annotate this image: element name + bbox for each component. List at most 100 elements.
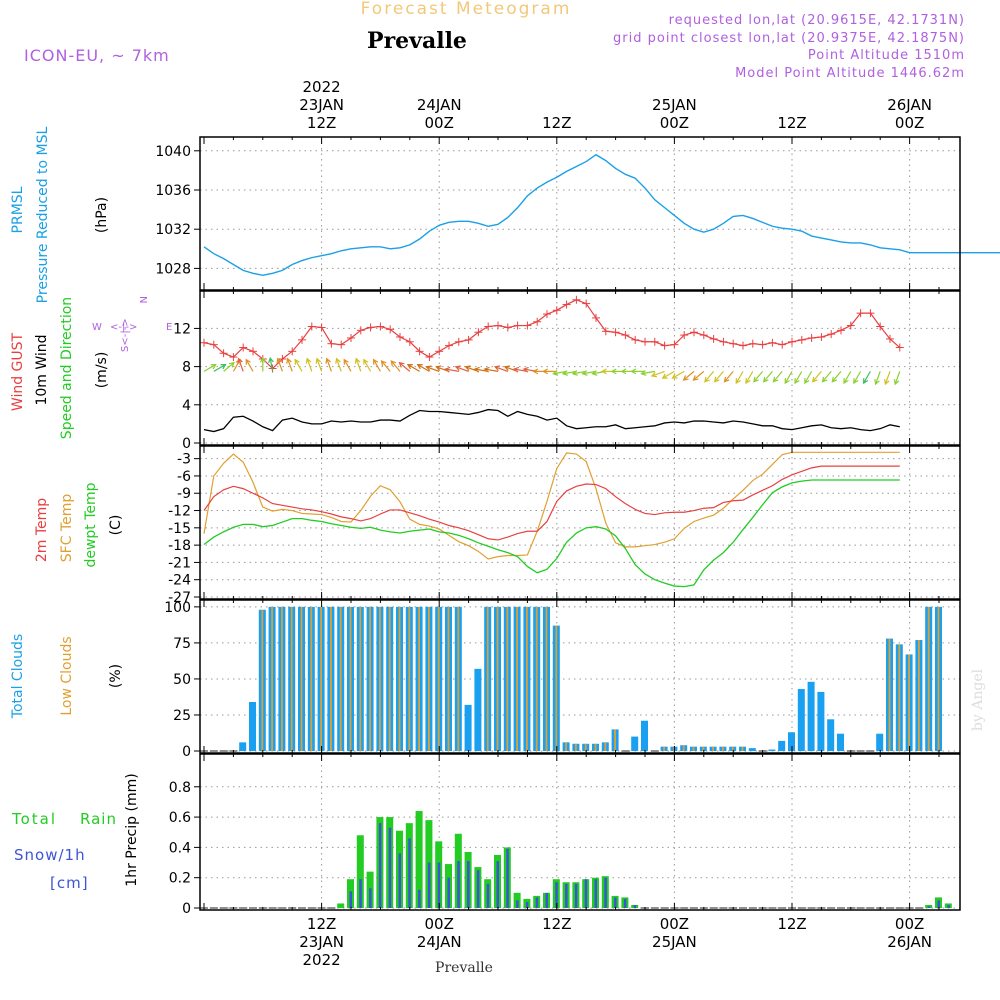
ytick-label-precip: 0	[182, 901, 191, 917]
gust-marker	[680, 331, 689, 340]
bar-total-clouds	[748, 748, 756, 751]
wind-arrow	[223, 361, 235, 372]
wind-arrow	[406, 364, 420, 372]
wind-arrow-head	[532, 368, 539, 375]
wind-arrow	[811, 371, 822, 383]
wind-arrow	[343, 358, 352, 372]
wind-arrow-head	[493, 365, 501, 371]
gust-marker	[288, 347, 297, 356]
wind-arrow-head	[343, 358, 349, 365]
ytick-label-temperature: -18	[168, 538, 191, 554]
gust-marker	[278, 354, 287, 363]
wind-arrow	[363, 358, 372, 372]
wind-arrow	[843, 371, 852, 385]
wind-arrow-shaft	[269, 357, 274, 372]
wind-arrow-shaft	[484, 368, 499, 372]
point-altitude: Point Altitude 1510m	[808, 48, 965, 63]
gust-marker	[454, 337, 463, 346]
gust-marker	[817, 333, 826, 342]
wind-arrow	[444, 366, 459, 373]
wind-arrow-head	[245, 358, 251, 365]
wind-arrow-shaft	[773, 371, 783, 383]
wind-arrow-head	[416, 364, 423, 370]
wind-arrow	[745, 371, 754, 385]
gust-marker	[807, 333, 816, 342]
wind-arrow-shaft	[553, 370, 567, 375]
wind-arrow	[640, 370, 655, 376]
ytick-label-pressure: 1036	[155, 183, 191, 199]
gust-marker	[464, 335, 473, 344]
gust-marker	[523, 321, 532, 330]
wind-arrow-head	[620, 368, 627, 375]
wind-arrow	[416, 364, 430, 372]
wind-arrow-head	[464, 365, 471, 371]
bar-snow	[535, 897, 539, 908]
bar-snow	[398, 853, 401, 908]
panel-frame-precip	[199, 753, 961, 911]
wind-arrow-shaft	[306, 358, 313, 372]
wind-arrow-shaft	[426, 366, 440, 372]
wind-arrow-head	[335, 357, 341, 364]
bar-total-clouds	[876, 733, 884, 751]
wind-arrow	[268, 356, 274, 372]
gust-marker	[376, 322, 385, 331]
wind-arrow-shaft	[336, 358, 342, 372]
gust-marker	[846, 321, 855, 330]
gust-marker	[670, 340, 679, 349]
wind-arrow-shaft	[693, 370, 705, 381]
wind-arrow-head	[315, 357, 322, 364]
bar-snow	[545, 892, 548, 908]
gust-marker	[778, 340, 787, 349]
bar-low-clouds	[526, 606, 528, 751]
series-dewpt-line	[203, 479, 900, 588]
gust-marker	[621, 331, 630, 340]
ytick-label-clouds: 100	[164, 600, 191, 616]
bar-snow	[418, 889, 421, 908]
wind-arrow	[373, 358, 381, 372]
label-speed-direction: Speed and Direction	[59, 297, 75, 439]
gust-marker	[415, 347, 424, 356]
requested-coords: requested lon,lat (20.9615E, 42.1731N)	[669, 13, 965, 28]
gust-marker	[474, 328, 483, 337]
bottom-axis-label: 12Z	[542, 915, 571, 933]
wind-arrow	[713, 371, 724, 383]
gust-marker	[405, 337, 414, 346]
bar-low-clouds	[898, 644, 901, 751]
bar-low-clouds	[320, 606, 322, 751]
wind-arrow-shaft	[494, 366, 509, 372]
gust-marker	[827, 330, 836, 339]
wind-arrow-head	[522, 366, 529, 373]
wind-arrow-head	[745, 378, 751, 385]
gust-marker	[543, 310, 551, 319]
model-label: ICON-EU, ~ 7km	[24, 46, 170, 65]
bar-low-clouds	[281, 606, 283, 751]
bar-low-clouds	[741, 746, 744, 751]
ytick-label-clouds: 75	[173, 636, 191, 652]
wind-arrow	[276, 357, 283, 372]
wind-arrow-shaft	[662, 370, 675, 379]
bar-snow	[427, 862, 431, 908]
wind-arrow	[380, 360, 391, 372]
bar-low-clouds	[702, 746, 705, 751]
wind-arrow-shaft	[704, 371, 715, 383]
wind-arrow	[512, 366, 528, 373]
bar-low-clouds	[692, 746, 695, 751]
label-c: (C)	[108, 515, 124, 536]
wind-arrow-shaft	[831, 371, 842, 383]
wind-arrow-shaft	[735, 371, 744, 384]
gust-marker	[347, 333, 355, 342]
wind-arrow	[884, 371, 891, 386]
wind-arrow-shaft	[843, 371, 852, 384]
gust-marker	[856, 309, 865, 318]
gust-marker	[366, 323, 375, 332]
gust-marker	[562, 300, 571, 309]
bar-rain	[415, 811, 423, 908]
top-axis-label: 12Z	[307, 114, 336, 132]
wind-arrow-head	[804, 378, 810, 385]
wind-arrow-shaft	[563, 370, 577, 375]
label-total-clouds: Total Clouds	[10, 634, 26, 719]
gust-marker	[445, 341, 453, 350]
top-axis-label: 25JAN	[652, 96, 697, 114]
wind-arrow-head	[661, 373, 668, 379]
top-axis-label: 00Z	[895, 114, 924, 132]
